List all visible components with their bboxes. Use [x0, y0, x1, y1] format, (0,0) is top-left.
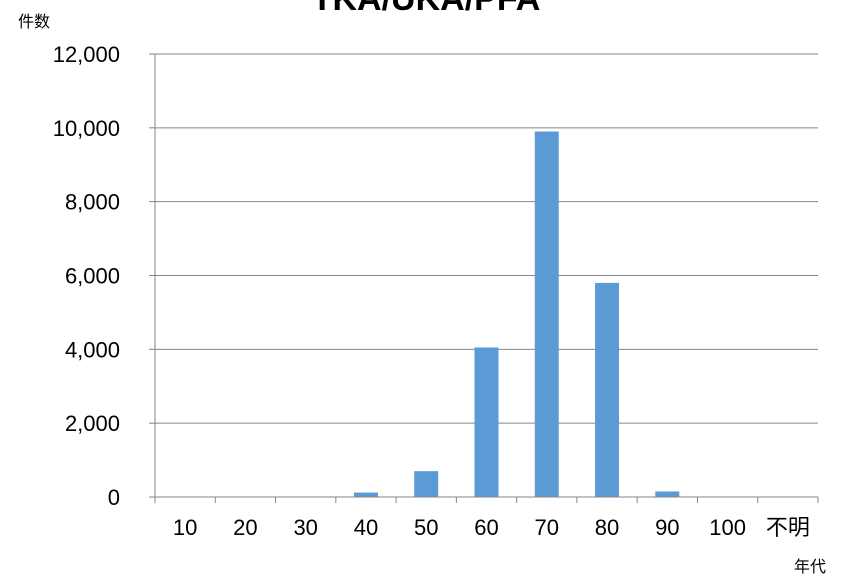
x-tick-label: 10 — [173, 515, 197, 540]
axes — [149, 53, 819, 503]
x-tick-labels: 10 20 30 40 50 60 70 80 90 100 不明 — [173, 515, 810, 540]
y-axis-label: 件数 — [18, 13, 50, 31]
y-tick-labels: 0 2,000 4,000 6,000 8,000 10,000 12,000 — [53, 42, 120, 510]
x-tick-label: 90 — [655, 515, 679, 540]
bar-40 — [353, 492, 378, 497]
y-tick-label: 6,000 — [65, 264, 120, 289]
y-tick-label: 2,000 — [65, 411, 120, 436]
x-tick-label: 60 — [474, 515, 498, 540]
x-tick-label: 40 — [354, 515, 378, 540]
x-axis-label: 年代 — [794, 558, 826, 576]
bar-50 — [414, 471, 439, 497]
bar-80 — [595, 282, 620, 497]
x-tick-label: 100 — [709, 515, 746, 540]
bar-60 — [474, 347, 499, 497]
y-tick-label: 8,000 — [65, 190, 120, 215]
bars — [293, 131, 680, 497]
x-tick-label: 80 — [595, 515, 619, 540]
y-tick-label: 0 — [108, 485, 120, 510]
bar-90 — [655, 491, 680, 497]
y-tick-label: 4,000 — [65, 337, 120, 362]
chart-title: TKA/UKA/PFA — [312, 0, 541, 18]
bar-70 — [534, 131, 559, 497]
x-tick-label: 不明 — [766, 515, 810, 540]
y-tick-label: 12,000 — [53, 42, 120, 67]
y-tick-label: 10,000 — [53, 116, 120, 141]
x-tick-label: 50 — [414, 515, 438, 540]
grid-lines — [155, 53, 818, 424]
x-tick-label: 70 — [535, 515, 559, 540]
x-tick-label: 20 — [233, 515, 257, 540]
x-tick-label: 30 — [293, 515, 317, 540]
